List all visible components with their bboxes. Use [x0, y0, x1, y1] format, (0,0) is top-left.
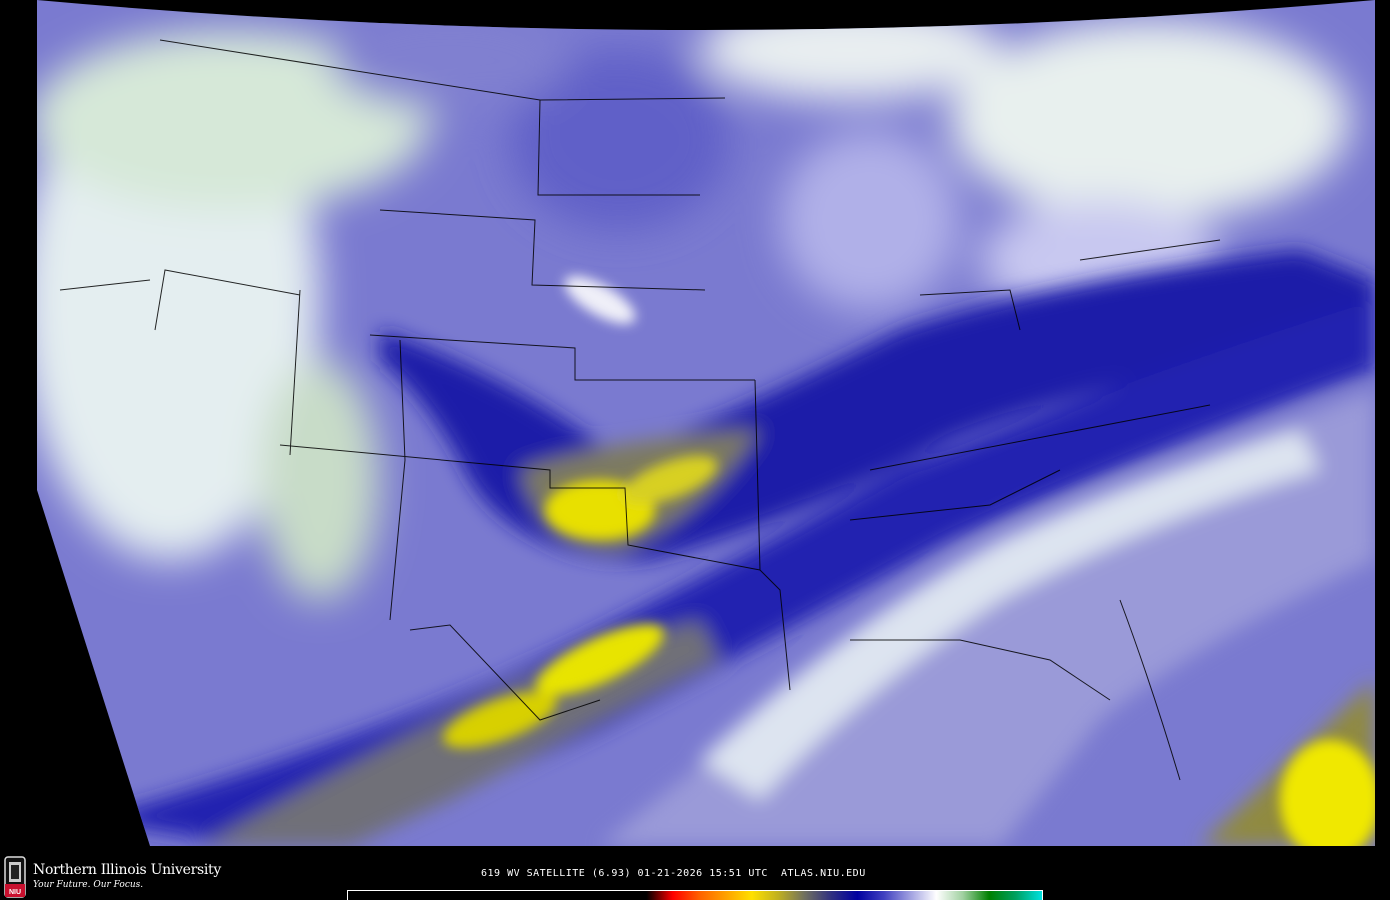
logo-text: NIU: [9, 889, 21, 896]
color-scale-bar: [347, 890, 1043, 900]
university-tagline: Your Future. Our Focus.: [33, 880, 144, 890]
water-vapor-satellite-map: [37, 0, 1375, 846]
product-caption: 619 WV SATELLITE (6.93) 01-21-2026 15:51…: [481, 868, 866, 879]
university-name: Northern Illinois University: [33, 862, 221, 878]
niu-logo: NIU: [4, 856, 26, 898]
